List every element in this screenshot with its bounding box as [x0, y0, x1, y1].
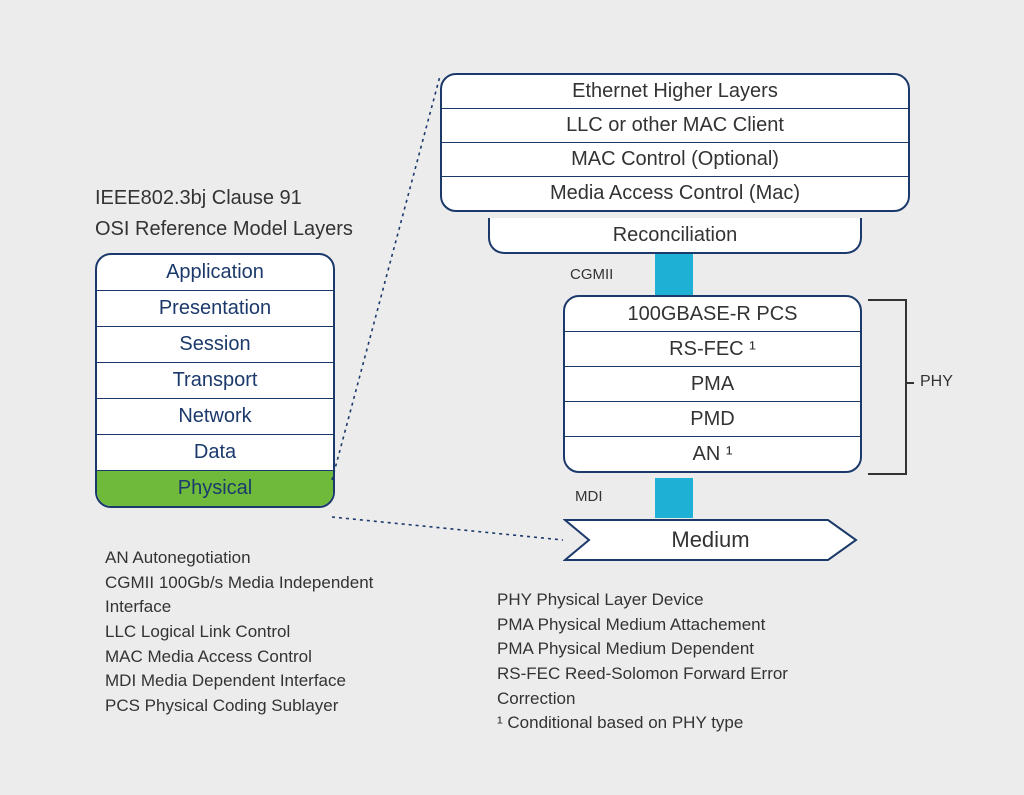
medium-label: Medium: [563, 518, 858, 562]
layer-llc: LLC or other MAC Client: [442, 109, 908, 143]
osi-stack: Application Presentation Session Transpo…: [95, 253, 335, 508]
glossary-pma1: PMA Physical Medium Attachement: [497, 613, 867, 638]
layer-pma: PMA: [565, 367, 860, 402]
osi-layer-network: Network: [97, 399, 333, 435]
layer-reconciliation: Reconciliation: [488, 218, 862, 254]
osi-layer-data: Data: [97, 435, 333, 471]
layer-pmd: PMD: [565, 402, 860, 437]
phy-stack: 100GBASE-R PCS RS-FEC ¹ PMA PMD AN ¹: [563, 295, 862, 473]
layer-pcs: 100GBASE-R PCS: [565, 297, 860, 332]
mdi-label: MDI: [575, 488, 603, 505]
layer-ethernet-higher: Ethernet Higher Layers: [442, 75, 908, 109]
glossary-cgmii: CGMII 100Gb/s Media Independent Interfac…: [105, 571, 425, 620]
osi-layer-application: Application: [97, 255, 333, 291]
cgmii-label: CGMII: [570, 266, 613, 283]
osi-layer-transport: Transport: [97, 363, 333, 399]
glossary-left: AN Autonegotiation CGMII 100Gb/s Media I…: [105, 546, 425, 718]
osi-layer-session: Session: [97, 327, 333, 363]
layer-rs-fec: RS-FEC ¹: [565, 332, 860, 367]
glossary-phy: PHY Physical Layer Device: [497, 588, 867, 613]
glossary-note: ¹ Conditional based on PHY type: [497, 711, 867, 736]
layer-mac-control: MAC Control (Optional): [442, 143, 908, 177]
layer-mac: Media Access Control (Mac): [442, 177, 908, 210]
glossary-pma2: PMA Physical Medium Dependent: [497, 637, 867, 662]
glossary-an: AN Autonegotiation: [105, 546, 425, 571]
glossary-pcs: PCS Physical Coding Sublayer: [105, 694, 425, 719]
glossary-llc: LLC Logical Link Control: [105, 620, 425, 645]
mdi-connector: [655, 478, 693, 518]
header-line1: IEEE802.3bj Clause 91: [95, 187, 302, 210]
glossary-right: PHY Physical Layer Device PMA Physical M…: [497, 588, 867, 736]
glossary-mac: MAC Media Access Control: [105, 645, 425, 670]
glossary-rsfec: RS-FEC Reed-Solomon Forward Error Correc…: [497, 662, 867, 711]
medium-box: Medium: [563, 518, 858, 562]
cgmii-connector: [655, 254, 693, 295]
phy-bracket: [862, 298, 922, 483]
phy-label: PHY: [920, 373, 953, 391]
diagram-canvas: IEEE802.3bj Clause 91 OSI Reference Mode…: [0, 0, 1024, 795]
osi-layer-presentation: Presentation: [97, 291, 333, 327]
osi-layer-physical: Physical: [97, 471, 333, 506]
header-line2: OSI Reference Model Layers: [95, 218, 353, 241]
ethernet-layers-stack: Ethernet Higher Layers LLC or other MAC …: [440, 73, 910, 212]
layer-an: AN ¹: [565, 437, 860, 471]
glossary-mdi: MDI Media Dependent Interface: [105, 669, 425, 694]
